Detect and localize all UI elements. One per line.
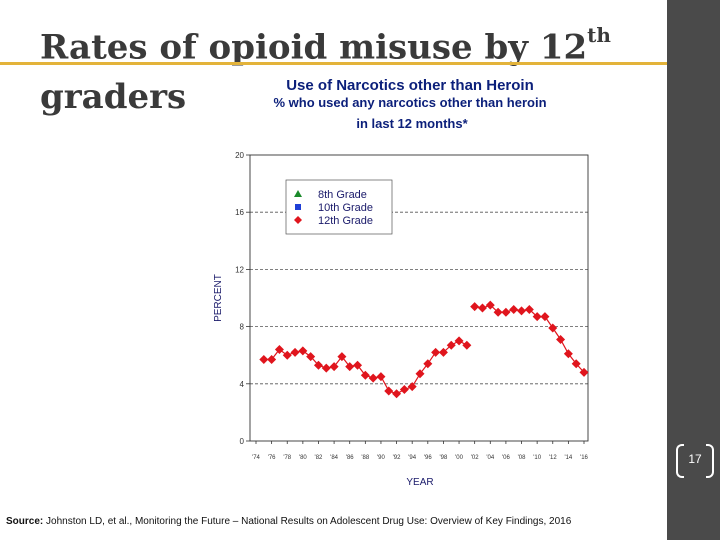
data-point-12th <box>493 307 503 317</box>
data-point-12th <box>259 354 269 364</box>
x-tick-label: '04 <box>486 455 494 461</box>
legend-label: 10th Grade <box>318 202 373 214</box>
data-point-12th <box>540 312 550 322</box>
plot-frame <box>249 154 589 442</box>
data-point-12th <box>392 389 402 399</box>
data-point-12th <box>306 352 316 362</box>
data-point-12th <box>501 307 511 317</box>
data-point-12th <box>571 359 581 369</box>
data-point-12th <box>298 346 308 356</box>
x-tick-label: '06 <box>502 455 510 461</box>
source-text: Johnston LD, et al., Monitoring the Futu… <box>43 516 572 527</box>
data-point-12th <box>446 340 456 350</box>
y-tick-label: 4 <box>240 380 245 389</box>
right-sidebar <box>667 0 720 540</box>
data-point-12th <box>313 360 323 370</box>
data-point-12th <box>274 344 284 354</box>
x-tick-label: '78 <box>283 455 291 461</box>
x-tick-label: '08 <box>518 455 526 461</box>
data-point-12th <box>376 372 386 382</box>
data-point-12th <box>321 363 331 373</box>
data-point-12th <box>415 369 425 379</box>
data-point-12th <box>517 306 527 316</box>
legend-marker-10th <box>295 204 301 210</box>
title-text: Rates of opioid misuse by 12 <box>40 27 588 68</box>
data-point-12th <box>399 385 409 395</box>
x-tick-label: '02 <box>471 455 479 461</box>
x-tick-label: '14 <box>564 455 572 461</box>
slide-number: 17 <box>688 452 702 466</box>
data-point-12th <box>267 354 277 364</box>
data-point-12th <box>556 334 566 344</box>
slide-number-badge: 17 <box>676 444 714 478</box>
chart-title: Use of Narcotics other than Heroin <box>286 77 534 94</box>
x-tick-label: '74 <box>252 455 260 461</box>
data-point-12th <box>431 347 441 357</box>
bracket-right <box>706 444 714 478</box>
x-tick-label: '94 <box>408 455 416 461</box>
x-tick-label: '16 <box>580 455 588 461</box>
data-point-12th <box>360 370 370 380</box>
data-point-12th <box>368 373 378 383</box>
x-tick-label: '88 <box>361 455 369 461</box>
y-tick-label: 16 <box>235 208 244 217</box>
x-tick-label: '76 <box>268 455 276 461</box>
chart-subtitle-line1: % who used any narcotics other than hero… <box>273 95 546 110</box>
data-point-12th <box>353 360 363 370</box>
title-underline <box>0 62 667 65</box>
title-superscript: th <box>587 23 611 47</box>
data-point-12th <box>337 352 347 362</box>
x-axis-label: YEAR <box>406 477 433 488</box>
data-point-12th <box>282 350 292 360</box>
legend-marker-12th <box>294 216 302 224</box>
data-point-12th <box>509 304 519 314</box>
x-tick-label: '84 <box>330 455 338 461</box>
data-point-12th <box>532 312 542 322</box>
data-point-12th <box>345 362 355 372</box>
x-tick-label: '00 <box>455 455 463 461</box>
data-point-12th <box>477 303 487 313</box>
x-tick-label: '10 <box>533 455 541 461</box>
data-point-12th <box>290 347 300 357</box>
data-point-12th <box>423 359 433 369</box>
x-tick-label: '12 <box>549 455 557 461</box>
x-tick-label: '90 <box>377 455 385 461</box>
y-axis-label: PERCENT <box>213 274 224 322</box>
y-tick-label: 20 <box>235 151 244 160</box>
source-label: Source: <box>6 516 44 527</box>
x-tick-label: '96 <box>424 455 432 461</box>
chart-subtitle-line2: in last 12 months* <box>356 116 468 131</box>
y-tick-label: 8 <box>240 323 245 332</box>
data-point-12th <box>563 349 573 359</box>
y-tick-label: 12 <box>235 265 244 274</box>
x-tick-label: '98 <box>440 455 448 461</box>
data-point-12th <box>384 386 394 396</box>
legend-label: 8th Grade <box>318 189 367 201</box>
data-point-12th <box>462 340 472 350</box>
data-point-12th <box>485 300 495 310</box>
x-tick-label: '82 <box>315 455 323 461</box>
data-point-12th <box>329 362 339 372</box>
data-point-12th <box>470 302 480 312</box>
chart-card <box>200 70 602 492</box>
data-point-12th <box>407 382 417 392</box>
data-point-12th <box>454 336 464 346</box>
x-tick-label: '80 <box>299 455 307 461</box>
legend-marker-8th <box>294 190 302 197</box>
data-point-12th <box>579 367 589 377</box>
x-tick-label: '92 <box>393 455 401 461</box>
legend-box <box>285 179 393 235</box>
title-text-line2: graders <box>40 77 187 118</box>
source-citation: Source: Johnston LD, et al., Monitoring … <box>6 516 571 527</box>
bracket-left <box>676 444 684 478</box>
data-point-12th <box>524 304 534 314</box>
x-tick-label: '86 <box>346 455 354 461</box>
y-tick-label: 0 <box>240 437 245 446</box>
data-point-12th <box>548 323 558 333</box>
legend-label: 12th Grade <box>318 215 373 227</box>
slide-title: Rates of opioid misuse by 12th graders <box>40 14 640 122</box>
data-point-12th <box>438 347 448 357</box>
